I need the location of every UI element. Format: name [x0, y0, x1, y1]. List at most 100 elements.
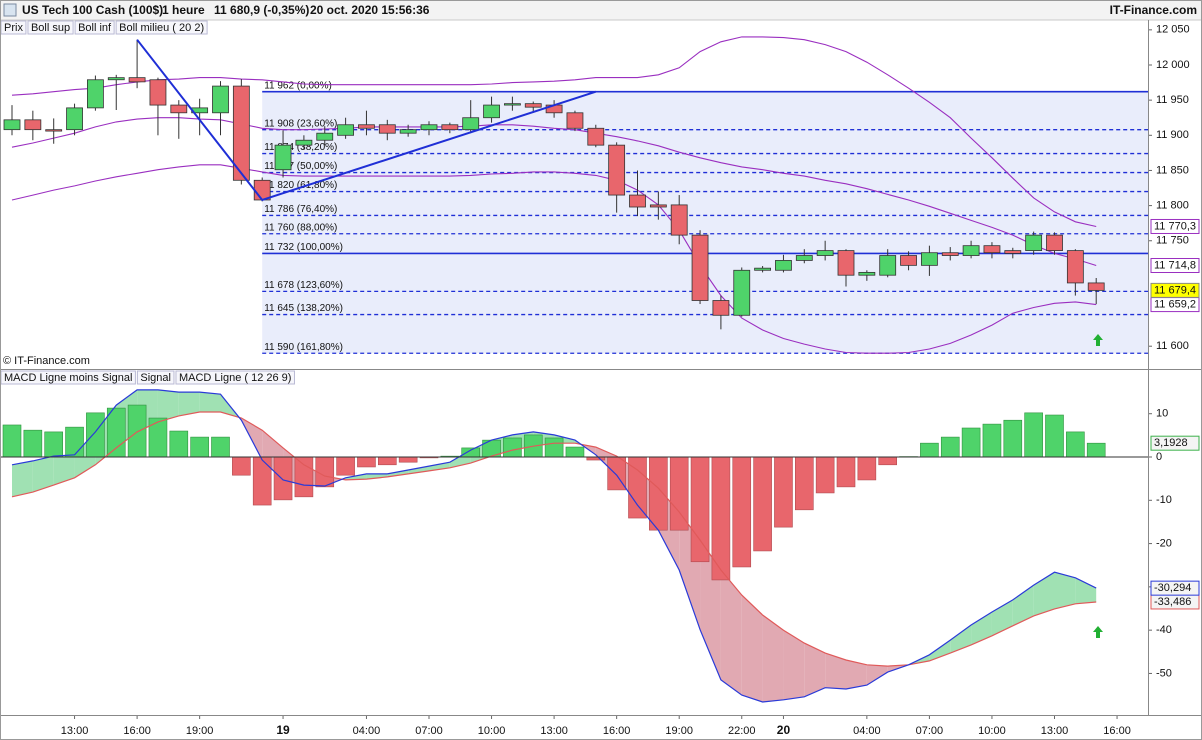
- candle-body: [691, 234, 709, 301]
- candle-body: [712, 300, 730, 316]
- candle-body: [107, 77, 125, 81]
- macd-signal-fill: [1033, 572, 1055, 616]
- histogram-bar: [649, 456, 668, 531]
- timeframe: 1 heure: [162, 3, 205, 17]
- histogram-bar: [44, 431, 64, 458]
- x-tick-label: 07:00: [916, 725, 944, 737]
- histogram-bar: [357, 456, 376, 468]
- bollinger-line: [11, 117, 1097, 267]
- candle-body: [274, 144, 292, 171]
- fib-label: 11 908 (23,60%): [264, 118, 337, 129]
- candle-body: [816, 250, 834, 256]
- macd-signal-fill: [971, 611, 992, 645]
- candle-body: [837, 250, 855, 276]
- header-bar: [0, 0, 1202, 20]
- macd-signal-fill: [783, 630, 805, 700]
- y-tick-label: 10: [1156, 408, 1168, 420]
- y-tick-label: 12 000: [1156, 59, 1190, 71]
- value-label: -33,486: [1154, 596, 1191, 608]
- x-tick-label: 16:00: [123, 725, 151, 737]
- histogram-bar: [794, 456, 814, 511]
- datetime: 20 oct. 2020 15:56:36: [310, 3, 430, 17]
- value-label: -30,294: [1154, 582, 1191, 594]
- legend-box: [175, 370, 295, 385]
- histogram-bar: [940, 436, 960, 458]
- candle-body: [754, 267, 771, 271]
- legend-box: [27, 20, 74, 35]
- legend-label: MACD Ligne moins Signal: [4, 372, 132, 384]
- signal-arrow: [1093, 334, 1103, 346]
- y-tick-label: 11 900: [1156, 129, 1189, 141]
- candle-body: [1087, 282, 1105, 291]
- macd-signal-fill: [32, 456, 54, 493]
- histogram-bar: [982, 423, 1002, 458]
- candle-body: [149, 79, 167, 106]
- header-icon[interactable]: [3, 3, 17, 17]
- candle-body: [295, 139, 313, 146]
- candle-body: [608, 144, 626, 196]
- histogram-bar: [920, 442, 939, 458]
- histogram-bar: [461, 447, 481, 458]
- instrument: US Tech 100 Cash (100$): [22, 3, 163, 17]
- candle-body: [232, 85, 250, 181]
- candle-body: [316, 132, 334, 141]
- y-tick-label: 11 850: [1156, 164, 1189, 176]
- value-label: 11 679,4: [1154, 284, 1196, 296]
- candle-body: [795, 255, 813, 261]
- candle-body: [629, 194, 646, 208]
- macd-signal-fill: [1075, 577, 1097, 604]
- fib-label: 11 786 (76,40%): [264, 204, 337, 215]
- x-tick-label: 13:00: [1041, 725, 1069, 737]
- histogram-bar: [294, 456, 314, 498]
- histogram-bar: [65, 426, 84, 458]
- x-tick-label: 10:00: [978, 725, 1006, 737]
- candle-body: [858, 271, 876, 276]
- y-tick-label: -20: [1156, 537, 1172, 549]
- histogram-bar: [732, 456, 752, 568]
- y-tick-label: -40: [1156, 624, 1172, 636]
- histogram-bar: [1045, 414, 1064, 458]
- macd-signal-fill: [408, 466, 429, 474]
- value-label: 11 770,3: [1154, 220, 1196, 232]
- candle-body: [503, 103, 521, 106]
- histogram-bar: [2, 424, 22, 458]
- macd-signal-fill: [950, 624, 972, 654]
- candle-body: [649, 204, 667, 208]
- macd-signal-fill: [846, 660, 867, 690]
- histogram-bar: [774, 456, 793, 528]
- histogram-bar: [86, 412, 105, 458]
- legend-label: Signal: [140, 372, 171, 384]
- y-tick-label: 11 800: [1156, 200, 1189, 212]
- histogram-bar: [315, 456, 335, 488]
- candle-body: [941, 252, 959, 256]
- candle-body: [24, 119, 42, 131]
- source: IT-Finance.com: [1110, 3, 1197, 17]
- histogram-bar: [544, 437, 564, 458]
- candle-body: [670, 204, 688, 236]
- fib-label: 11 820 (61,80%): [264, 180, 337, 191]
- signal-arrow: [1093, 626, 1103, 638]
- fib-label: 11 678 (123,60%): [264, 280, 343, 291]
- macd-signal-fill: [825, 653, 846, 690]
- legend-box: [74, 20, 115, 35]
- macd-signal-fill: [1054, 572, 1076, 609]
- macd-signal-fill: [720, 569, 742, 696]
- trend-line: [136, 39, 597, 202]
- histogram-bar: [815, 456, 835, 494]
- x-tick-label: 20: [777, 723, 791, 737]
- plot-layer: 11 962 (0,00%) 11 908 (23,60%) 11 874 (38,…: [0, 20, 1200, 737]
- candle-body: [441, 124, 459, 131]
- macd-signal-fill: [53, 454, 75, 486]
- bollinger-line: [11, 164, 1097, 354]
- candle-body: [462, 117, 480, 131]
- value-box: [1150, 257, 1200, 273]
- y-tick-label: 11 950: [1156, 94, 1189, 106]
- histogram-bar: [690, 456, 710, 563]
- legend-box: [115, 20, 208, 35]
- candle-body: [337, 124, 355, 136]
- candle-body: [66, 107, 83, 131]
- x-tick-label: 19:00: [665, 725, 693, 737]
- macd-line: [11, 389, 1097, 703]
- legend-label: Boll milieu ( 20 2): [119, 22, 204, 34]
